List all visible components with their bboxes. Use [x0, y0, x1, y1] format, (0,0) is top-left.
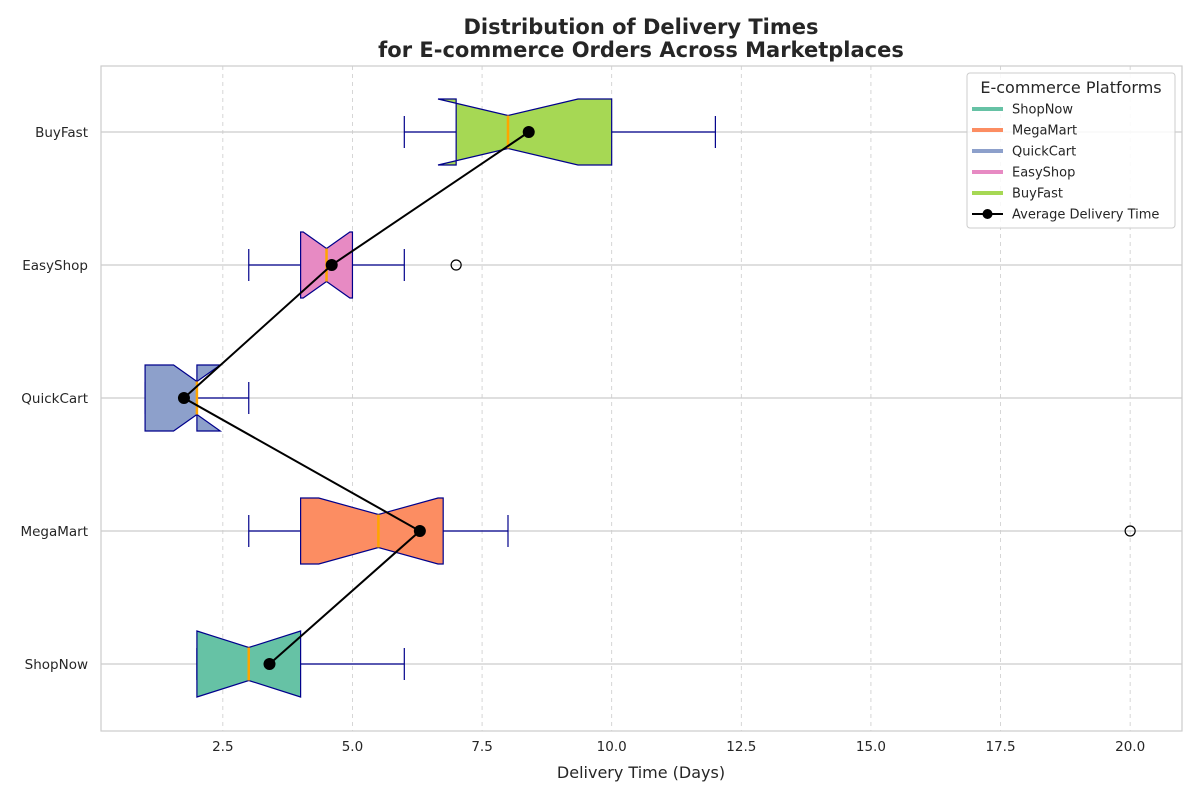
plot-frame	[100, 65, 1183, 732]
mean-point	[263, 658, 276, 670]
y-tick-label: QuickCart	[21, 391, 88, 407]
grid-layer	[101, 66, 1182, 731]
y-tick-label: ShopNow	[25, 657, 88, 673]
legend-entry: BuyFast	[972, 187, 1063, 202]
box-buyfast	[403, 98, 716, 166]
x-tick-label: 17.5	[986, 739, 1016, 755]
y-tick-label: BuyFast	[35, 125, 88, 141]
legend-entry: EasyShop	[972, 166, 1075, 181]
box-shopnow	[196, 630, 405, 698]
x-tick-label: 5.0	[342, 739, 363, 755]
legend-label: QuickCart	[1012, 145, 1076, 160]
y-tick-label: MegaMart	[20, 524, 88, 540]
outlier-point	[1124, 525, 1136, 537]
x-tick-label: 20.0	[1115, 739, 1145, 755]
legend-label: Average Delivery Time	[1012, 208, 1159, 223]
legend-label: ShopNow	[1012, 103, 1073, 118]
mean-point	[325, 259, 338, 271]
legend-box	[966, 72, 1176, 229]
tick-layer: 2.5 5.0 7.5 10.0 12.5 15.0 17.5 20.0 ShopNow Mega…	[20, 125, 1145, 755]
chart-title-line1: Distribution of Delivery Times	[463, 15, 818, 39]
legend-label: EasyShop	[1012, 166, 1075, 181]
legend-title: E-commerce Platforms	[980, 78, 1161, 97]
legend-entry: ShopNow	[972, 103, 1073, 118]
x-tick-label: 10.0	[597, 739, 627, 755]
box-megamart	[248, 497, 1136, 565]
mean-layer	[177, 126, 535, 670]
legend-entry: QuickCart	[972, 145, 1076, 160]
legend-label: MegaMart	[1012, 124, 1077, 139]
x-tick-label: 7.5	[471, 739, 492, 755]
legend-label: BuyFast	[1012, 187, 1063, 202]
legend: E-commerce Platforms ShopNow MegaMart Quick…	[966, 72, 1176, 229]
legend-marker	[982, 209, 993, 219]
notched-box	[300, 497, 444, 565]
legend-entry: MegaMart	[972, 124, 1077, 139]
y-tick-label: EasyShop	[22, 258, 88, 274]
x-tick-label: 15.0	[856, 739, 886, 755]
mean-point	[522, 126, 535, 138]
x-axis-label: Delivery Time (Days)	[557, 763, 725, 782]
x-tick-label: 2.5	[212, 739, 233, 755]
box-quickcart	[144, 364, 250, 432]
legend-entry: Average Delivery Time	[972, 208, 1159, 223]
x-tick-label: 12.5	[726, 739, 756, 755]
mean-point	[413, 525, 426, 537]
outlier-point	[450, 259, 462, 271]
chart-title-line2: for E-commerce Orders Across Marketplace…	[378, 38, 904, 62]
mean-point	[177, 392, 190, 404]
